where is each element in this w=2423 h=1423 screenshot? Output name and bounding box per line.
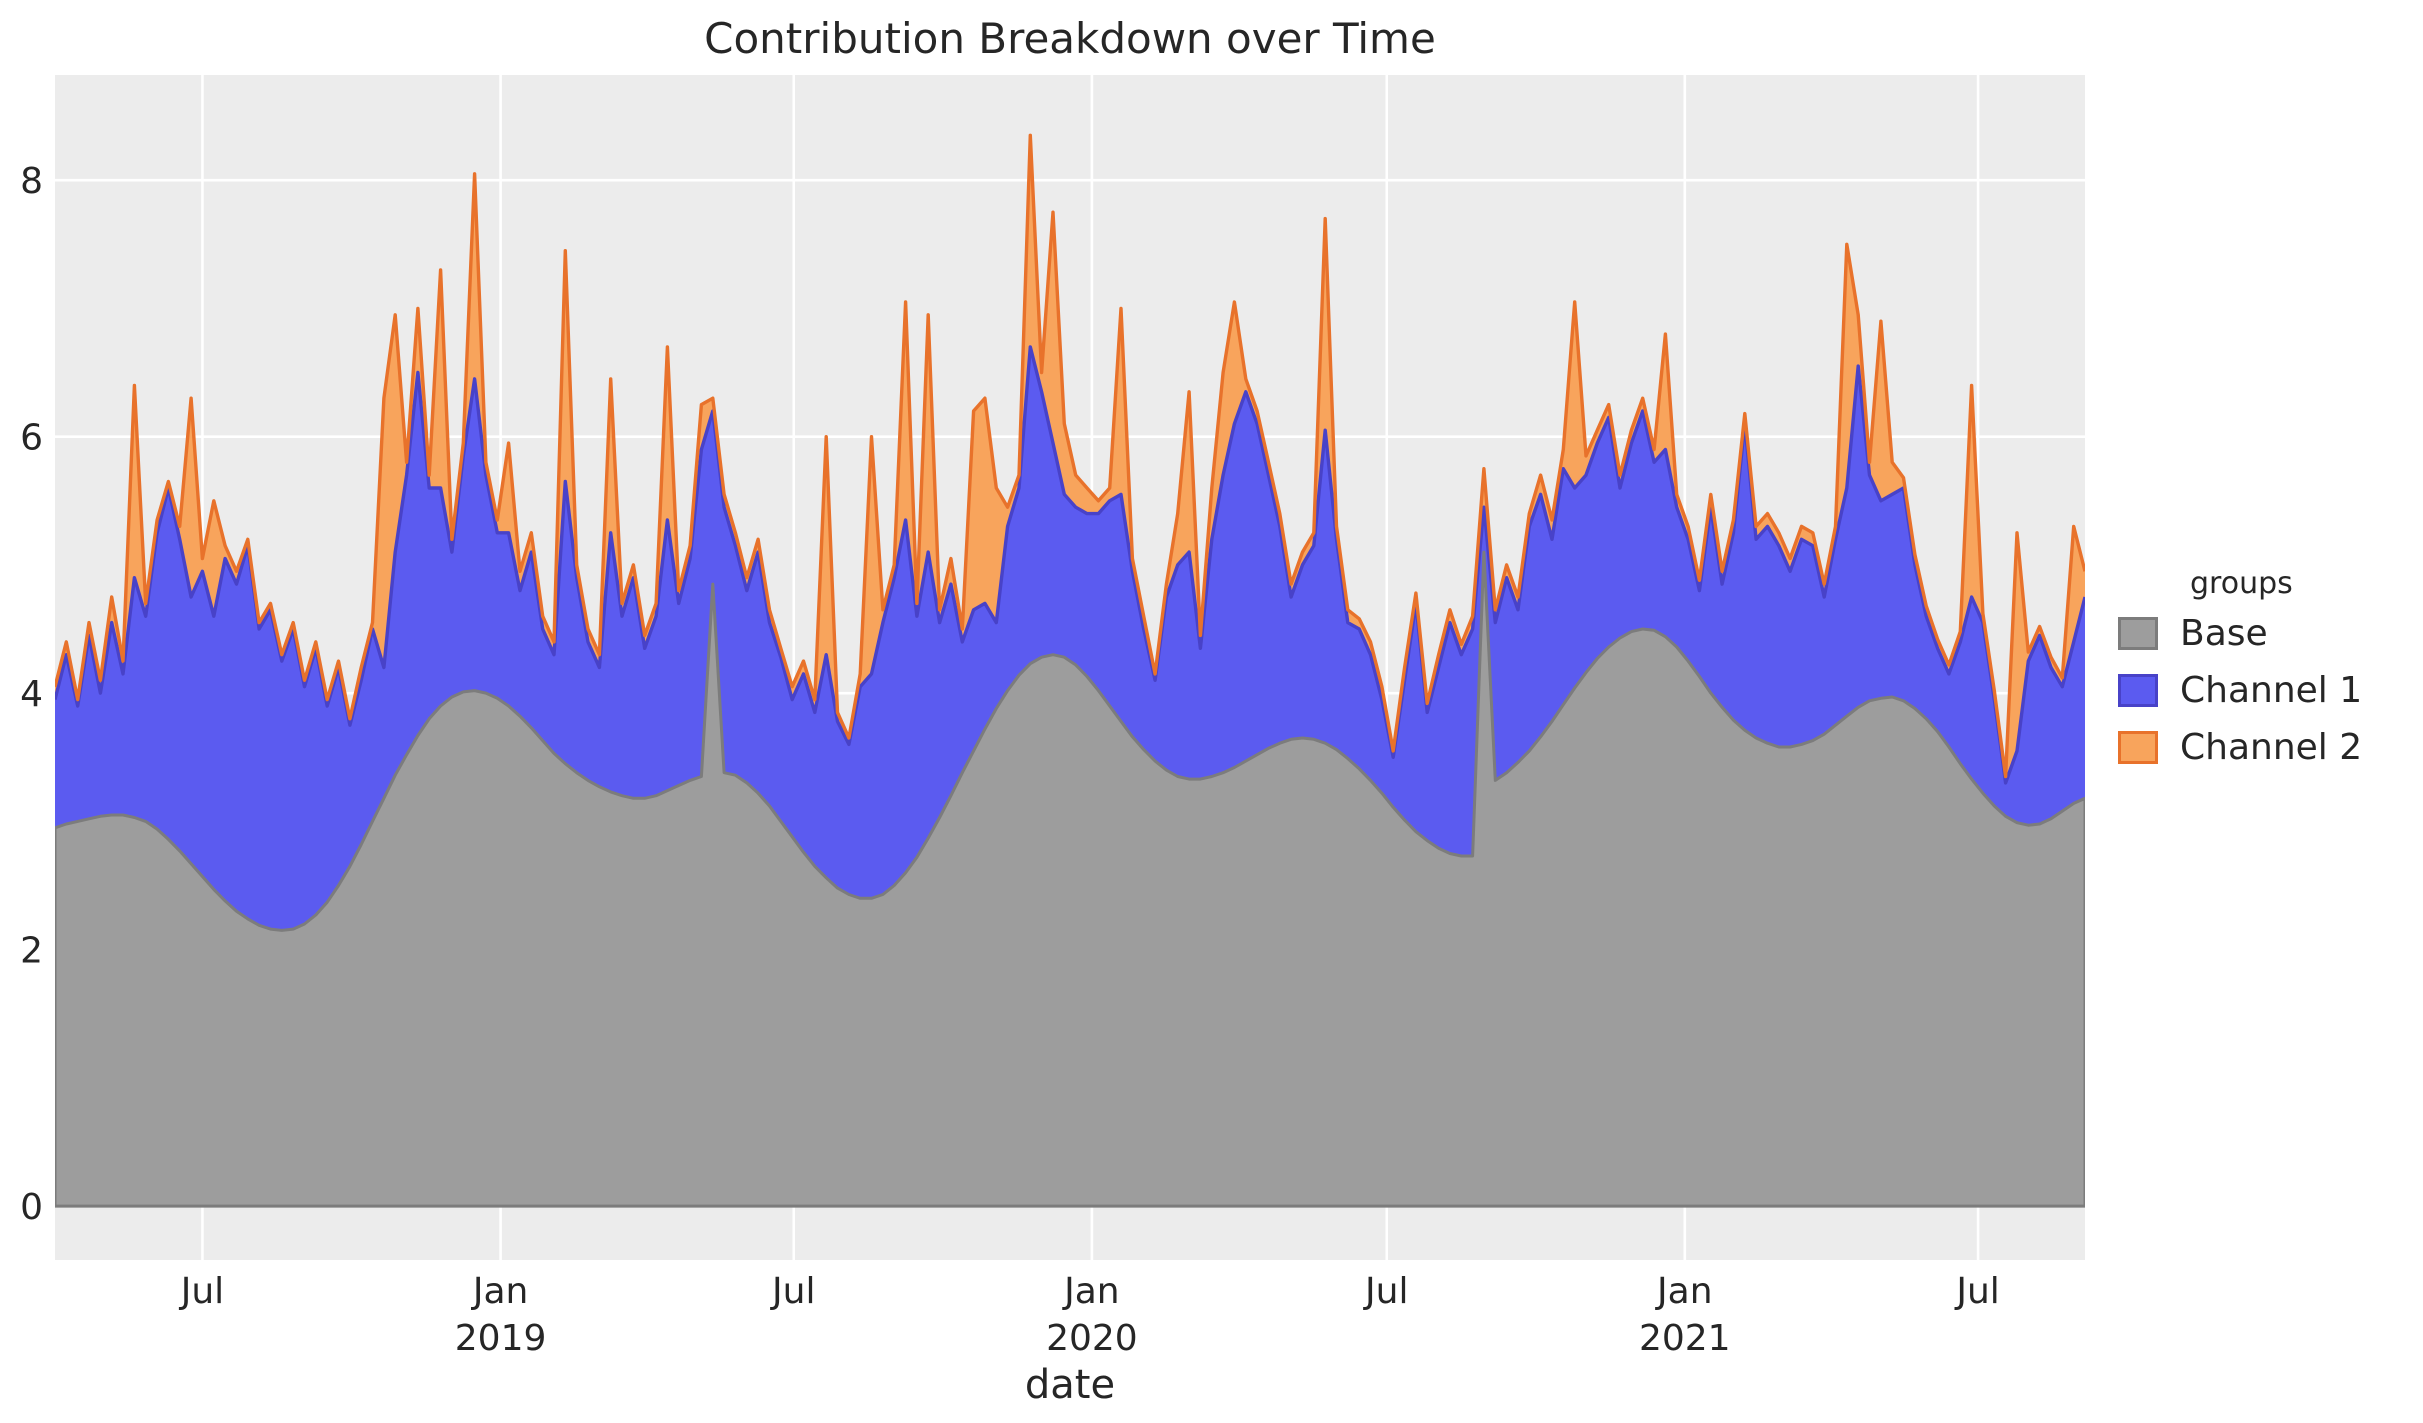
x-tick-label: Jul xyxy=(179,1271,224,1312)
y-tick-label: 8 xyxy=(20,161,43,202)
legend-entry-channel-2: Channel 2 xyxy=(2118,726,2418,768)
y-tick-label: 0 xyxy=(20,1187,43,1228)
legend-entry-base: Base xyxy=(2118,612,2418,654)
x-tick-label: Jul xyxy=(770,1271,815,1312)
channel-2-swatch-icon xyxy=(2118,730,2158,764)
x-tick-label: Jul xyxy=(1363,1271,1408,1312)
legend-title: groups xyxy=(2190,566,2293,601)
channel-2-edge xyxy=(55,133,2085,779)
x-tick-label: Jan xyxy=(471,1271,529,1312)
x-tick-year-label: 2020 xyxy=(1046,1318,1138,1359)
legend-label: Channel 1 xyxy=(2180,669,2363,711)
channel-2-area xyxy=(55,135,2085,783)
y-tick-label: 2 xyxy=(20,931,43,972)
legend: groups Base Channel 1 Channel 2 xyxy=(2118,566,2418,786)
x-tick-year-label: 2021 xyxy=(1639,1318,1731,1359)
y-tick-label: 4 xyxy=(20,674,43,715)
legend-label: Channel 2 xyxy=(2180,726,2363,768)
y-tick-label: 6 xyxy=(20,418,43,459)
x-tick-label: Jul xyxy=(1954,1271,1999,1312)
base-swatch-icon xyxy=(2118,616,2158,650)
x-axis-label: date xyxy=(1024,1362,1116,1408)
x-tick-label: Jan xyxy=(1062,1271,1120,1312)
base-area xyxy=(55,552,2085,1207)
chart-title: Contribution Breakdown over Time xyxy=(704,14,1436,63)
x-tick-year-label: 2019 xyxy=(455,1318,547,1359)
legend-label: Base xyxy=(2180,612,2268,654)
channel-1-swatch-icon xyxy=(2118,673,2158,707)
channel-1-area xyxy=(55,346,2085,931)
legend-entry-channel-1: Channel 1 xyxy=(2118,669,2418,711)
base-area-edge xyxy=(55,550,2085,1208)
x-tick-label: Jan xyxy=(1655,1271,1713,1312)
